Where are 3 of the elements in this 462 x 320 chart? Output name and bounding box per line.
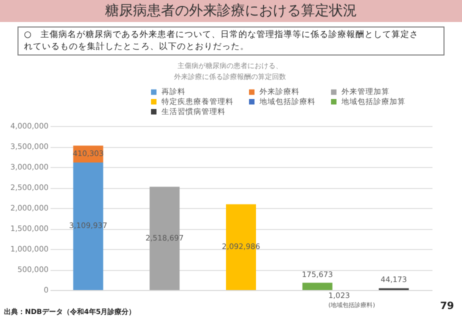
text: 79 bbox=[440, 301, 454, 312]
chart-subtitle: ○ 主傷病名が糖尿病である外来患者について、日常的な管理指導等に係る診療報酬として算定されているものを集計したところ、以下のとおりだった。 bbox=[24, 29, 418, 52]
chart-title: 糖尿病患者の外来診療における算定状況 bbox=[105, 3, 357, 19]
